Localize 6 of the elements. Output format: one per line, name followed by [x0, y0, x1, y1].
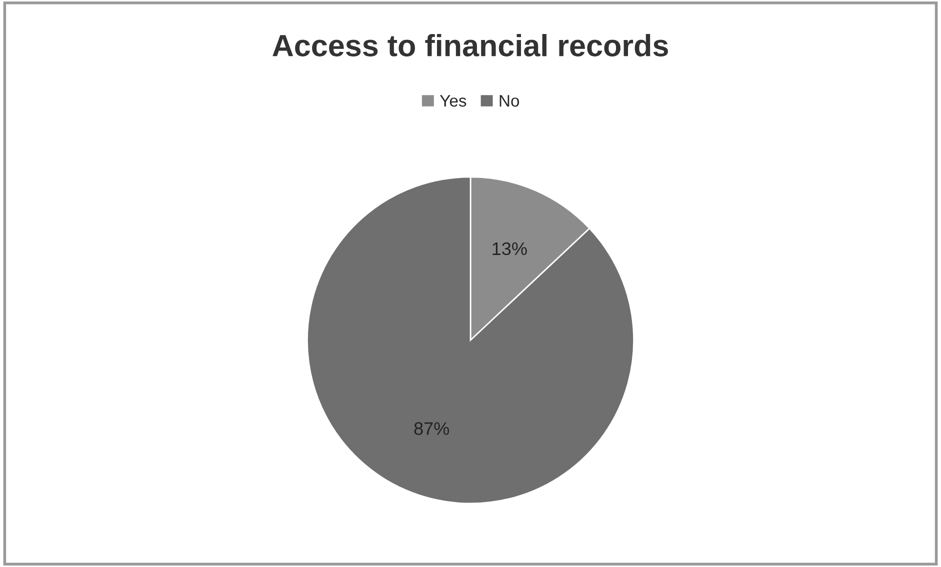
chart-title: Access to financial records — [272, 34, 668, 56]
legend-label: No — [500, 95, 520, 107]
data-label: 87% — [414, 422, 450, 435]
data-label: 13% — [492, 242, 527, 256]
pie-slice — [306, 176, 634, 504]
legend-label: Yes — [440, 95, 466, 107]
